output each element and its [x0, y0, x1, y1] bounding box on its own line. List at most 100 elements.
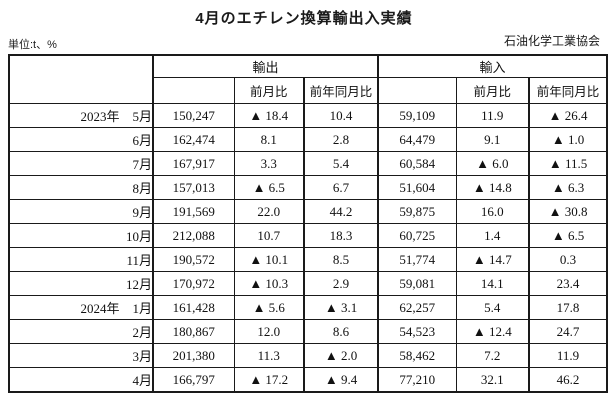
import-mom-cell: 7.2 [455, 343, 530, 368]
export-yoy-cell: 8.6 [302, 319, 379, 344]
export-yoy-subheader: 前年同月比 [302, 77, 379, 104]
export-value-cell: 212,088 [152, 223, 234, 248]
import-yoy-subheader: 前年同月比 [528, 77, 608, 104]
import-yoy-cell: ▲ 11.5 [528, 151, 608, 176]
import-yoy-cell: 11.9 [528, 343, 608, 368]
import-mom-cell: 14.1 [455, 271, 530, 296]
export-group-header: 輸出 [151, 55, 379, 78]
table-row: 2024年 1月 161,428 ▲ 5.6 ▲ 3.1 62,257 5.4 17.8 [9, 295, 608, 320]
export-mom-cell: ▲ 17.2 [233, 367, 304, 392]
import-value-cell: 59,109 [377, 103, 457, 128]
row-label-cell: 3月 [9, 343, 153, 368]
export-mom-cell: ▲ 10.1 [233, 247, 304, 272]
import-mom-cell: 11.9 [455, 103, 530, 128]
import-yoy-cell: ▲ 6.5 [528, 223, 608, 248]
row-label-cell: 2023年 5月 [9, 103, 153, 128]
row-label-cell: 8月 [9, 175, 153, 200]
export-yoy-cell: 2.8 [302, 127, 379, 152]
export-yoy-cell: 18.3 [302, 223, 379, 248]
import-mom-subheader: 前月比 [455, 77, 530, 104]
import-value-cell: 51,604 [377, 175, 457, 200]
table-row: 9月 191,569 22.0 44.2 59,875 16.0 ▲ 30.8 [9, 199, 608, 224]
export-mom-cell: 10.7 [233, 223, 304, 248]
table-row: 12月 170,972 ▲ 10.3 2.9 59,081 14.1 23.4 [9, 271, 608, 296]
export-yoy-cell: 6.7 [302, 175, 379, 200]
corner-cell [9, 55, 153, 104]
table-row: 2023年 5月 150,247 ▲ 18.4 10.4 59,109 11.9 ▲ 26.… [9, 103, 608, 128]
import-mom-cell: ▲ 12.4 [455, 319, 530, 344]
export-value-cell: 201,380 [152, 343, 234, 368]
export-yoy-cell: ▲ 2.0 [302, 343, 379, 368]
export-value-cell: 157,013 [152, 175, 234, 200]
row-label-cell: 4月 [9, 367, 153, 392]
table-body: 2023年 5月 150,247 ▲ 18.4 10.4 59,109 11.9 ▲ 26.… [9, 103, 608, 392]
export-mom-cell: 11.3 [233, 343, 304, 368]
ethylene-trade-table: 輸出 輸入 前月比 前年同月比 前月比 前年同月比 2023年 5月 150,24… [8, 54, 608, 393]
import-yoy-cell: 23.4 [528, 271, 608, 296]
import-group-header: 輸入 [377, 55, 608, 78]
export-mom-cell: 22.0 [233, 199, 304, 224]
sub-header-row: 前月比 前年同月比 前月比 前年同月比 [9, 77, 608, 104]
export-value-cell: 167,917 [152, 151, 234, 176]
import-value-cell: 54,523 [377, 319, 457, 344]
import-mom-cell: 16.0 [455, 199, 530, 224]
export-value-cell: 161,428 [152, 295, 234, 320]
row-label-cell: 12月 [9, 271, 153, 296]
import-yoy-cell: 0.3 [528, 247, 608, 272]
export-value-cell: 180,867 [152, 319, 234, 344]
export-yoy-cell: 44.2 [302, 199, 379, 224]
export-yoy-cell: 5.4 [302, 151, 379, 176]
import-mom-cell: 1.4 [455, 223, 530, 248]
import-value-cell: 51,774 [377, 247, 457, 272]
import-value-cell: 60,725 [377, 223, 457, 248]
export-value-cell: 150,247 [152, 103, 234, 128]
table-row: 2月 180,867 12.0 8.6 54,523 ▲ 12.4 24.7 [9, 319, 608, 344]
table-row: 7月 167,917 3.3 5.4 60,584 ▲ 6.0 ▲ 11.5 [9, 151, 608, 176]
export-value-cell: 170,972 [152, 271, 234, 296]
import-yoy-cell: 24.7 [528, 319, 608, 344]
export-mom-cell: 3.3 [233, 151, 304, 176]
export-yoy-cell: ▲ 3.1 [302, 295, 379, 320]
page-title: 4月のエチレン換算輸出入実績 [195, 10, 413, 27]
import-value-cell: 62,257 [377, 295, 457, 320]
export-yoy-cell: ▲ 9.4 [302, 367, 379, 392]
import-yoy-cell: 17.8 [528, 295, 608, 320]
export-yoy-cell: 10.4 [302, 103, 379, 128]
import-value-cell: 59,081 [377, 271, 457, 296]
import-yoy-cell: ▲ 6.3 [528, 175, 608, 200]
table-row: 3月 201,380 11.3 ▲ 2.0 58,462 7.2 11.9 [9, 343, 608, 368]
table-row: 8月 157,013 ▲ 6.5 6.7 51,604 ▲ 14.8 ▲ 6.3 [9, 175, 608, 200]
import-yoy-cell: ▲ 26.4 [528, 103, 608, 128]
import-value-cell: 59,875 [377, 199, 457, 224]
unit-note: 単位:t、% [8, 39, 57, 51]
organization-name: 石油化学工業協会 [503, 34, 600, 48]
import-value-cell: 58,462 [377, 343, 457, 368]
meta-row: 単位:t、% 石油化学工業協会 [8, 32, 600, 52]
row-label-cell: 11月 [9, 247, 153, 272]
export-mom-cell: ▲ 5.6 [233, 295, 304, 320]
row-label-cell: 2月 [9, 319, 153, 344]
export-mom-cell: ▲ 18.4 [233, 103, 304, 128]
import-yoy-cell: ▲ 30.8 [528, 199, 608, 224]
export-mom-cell: ▲ 10.3 [233, 271, 304, 296]
import-mom-cell: 5.4 [455, 295, 530, 320]
export-value-cell: 190,572 [152, 247, 234, 272]
export-mom-cell: 12.0 [233, 319, 304, 344]
row-label-cell: 2024年 1月 [9, 295, 153, 320]
export-value-cell: 166,797 [152, 367, 234, 392]
export-mom-cell: 8.1 [233, 127, 304, 152]
row-label-cell: 7月 [9, 151, 153, 176]
import-value-subheader-blank [377, 77, 457, 104]
export-value-cell: 191,569 [152, 199, 234, 224]
export-yoy-cell: 8.5 [302, 247, 379, 272]
export-mom-subheader: 前月比 [233, 77, 304, 104]
table-header: 輸出 輸入 前月比 前年同月比 前月比 前年同月比 [9, 55, 608, 104]
export-value-subheader-blank [152, 77, 234, 104]
import-mom-cell: ▲ 14.8 [455, 175, 530, 200]
import-value-cell: 64,479 [377, 127, 457, 152]
import-mom-cell: ▲ 14.7 [455, 247, 530, 272]
row-label-cell: 10月 [9, 223, 153, 248]
import-mom-cell: 32.1 [455, 367, 530, 392]
import-value-cell: 77,210 [377, 367, 457, 392]
